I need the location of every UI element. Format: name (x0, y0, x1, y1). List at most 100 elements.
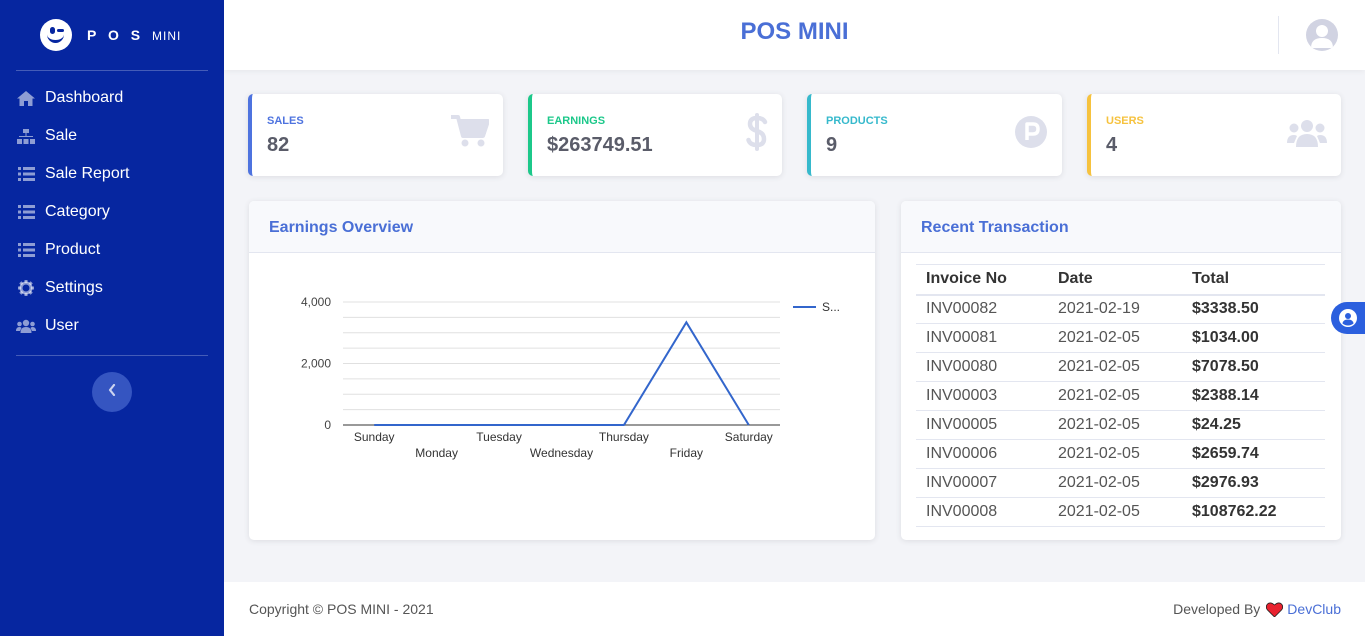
sidebar-item-category[interactable]: Category (0, 193, 224, 231)
sidebar-toggle-wrap (0, 372, 224, 412)
user-circle-icon (1311, 25, 1333, 48)
stat-label: PRODUCTS (826, 115, 888, 127)
developed-by-text: Developed By (1173, 601, 1261, 617)
cell-total: $7078.50 (1182, 352, 1325, 382)
sidebar-item-sale[interactable]: Sale (0, 117, 224, 155)
chevron-left-icon (108, 383, 116, 401)
sidebar-item-label: User (45, 317, 79, 334)
card-title: Earnings Overview (249, 201, 875, 253)
page-title: POS MINI (740, 18, 849, 45)
x-tick-label: Wednesday (530, 446, 593, 460)
sitemap-icon (16, 128, 36, 144)
brand-suffix: MINI (151, 29, 182, 43)
cell-total: $1034.00 (1182, 323, 1325, 353)
sidebar-item-product[interactable]: Product (0, 231, 224, 269)
x-tick-label: Thursday (599, 430, 649, 444)
x-tick-label: Saturday (725, 430, 773, 444)
cell-date: 2021-02-05 (1048, 352, 1182, 382)
cell-invoice: INV00006 (916, 439, 1048, 469)
stat-label: USERS (1106, 115, 1144, 127)
x-tick-label: Friday (670, 446, 703, 460)
stat-card-sales: SALES 82 (248, 94, 503, 176)
home-icon (16, 90, 36, 106)
earnings-overview-card: Earnings Overview 0 2,000 4,000 Sunday Monda… (249, 201, 875, 540)
cell-date: 2021-02-05 (1048, 468, 1182, 498)
users-icon (1287, 119, 1327, 152)
stat-card-earnings: EARNINGS $263749.51 (528, 94, 782, 176)
cell-invoice: INV00003 (916, 381, 1048, 411)
legend-label: S... (822, 300, 840, 314)
table-row: INV00005 2021-02-05 $24.25 (916, 410, 1325, 440)
gear-icon (16, 280, 36, 296)
dollar-icon (746, 112, 768, 157)
cell-date: 2021-02-19 (1048, 294, 1182, 324)
cell-invoice: INV00080 (916, 352, 1048, 382)
cell-date: 2021-02-05 (1048, 323, 1182, 353)
sidebar-divider (16, 70, 208, 71)
sidebar-item-dashboard[interactable]: Dashboard (0, 79, 224, 117)
floating-user-button[interactable] (1331, 302, 1365, 334)
cell-invoice: INV00008 (916, 497, 1048, 527)
sidebar-item-label: Category (45, 203, 110, 220)
sidebar-divider (16, 355, 208, 356)
table-row: INV00082 2021-02-19 $3338.50 (916, 294, 1325, 324)
devclub-link[interactable]: DevClub (1287, 601, 1341, 617)
stat-card-products: PRODUCTS 9 (807, 94, 1062, 176)
cell-date: 2021-02-05 (1048, 381, 1182, 411)
cell-total: $2388.14 (1182, 381, 1325, 411)
sidebar-toggle-button[interactable] (92, 372, 132, 412)
sidebar: P O S MINI Dashboard Sale Sale Report (0, 0, 224, 636)
column-header-total: Total (1182, 264, 1325, 296)
transactions-table: Invoice No Date Total INV00082 2021-02-19… (916, 264, 1325, 527)
sidebar-item-settings[interactable]: Settings (0, 269, 224, 307)
series-line (374, 320, 750, 426)
y-tick-label: 2,000 (301, 357, 331, 371)
stat-value: 4 (1106, 134, 1118, 156)
table-row: INV00003 2021-02-05 $2388.14 (916, 381, 1325, 411)
avatar[interactable] (1306, 19, 1338, 51)
sidebar-item-label: Product (45, 241, 101, 258)
table-row: INV00008 2021-02-05 $108762.22 (916, 497, 1325, 527)
cell-total: $3338.50 (1182, 294, 1325, 324)
cell-invoice: INV00081 (916, 323, 1048, 353)
column-header-date: Date (1048, 264, 1182, 296)
sidebar-item-label: Sale (45, 127, 78, 144)
brand[interactable]: P O S MINI (0, 0, 224, 70)
stat-value: 9 (826, 134, 838, 156)
table-row: INV00081 2021-02-05 $1034.00 (916, 323, 1325, 353)
cell-total: $2659.74 (1182, 439, 1325, 469)
user-circle-icon (1339, 309, 1357, 327)
list-icon (16, 204, 36, 220)
stat-label: SALES (267, 115, 304, 127)
sidebar-item-sale-report[interactable]: Sale Report (0, 155, 224, 193)
cell-date: 2021-02-05 (1048, 497, 1182, 527)
cell-date: 2021-02-05 (1048, 410, 1182, 440)
sidebar-item-user[interactable]: User (0, 307, 224, 345)
y-tick-label: 4,000 (301, 295, 331, 309)
brand-name: P O S MINI (87, 27, 182, 43)
stat-value: $263749.51 (547, 134, 653, 156)
cell-total: $24.25 (1182, 410, 1325, 440)
x-tick-label: Monday (415, 446, 458, 460)
sidebar-nav: Dashboard Sale Sale Report Category Prod… (0, 71, 224, 345)
table-header-row: Invoice No Date Total (916, 264, 1325, 296)
y-tick-label: 0 (324, 418, 331, 432)
users-icon (16, 318, 36, 334)
earnings-chart: 0 2,000 4,000 Sunday Monday Tuesday Wednesday T… (301, 295, 840, 460)
footer: Copyright © POS MINI - 2021 Developed By… (224, 582, 1365, 636)
sidebar-item-label: Settings (45, 279, 103, 296)
table-row: INV00006 2021-02-05 $2659.74 (916, 439, 1325, 469)
x-tick-label: Tuesday (476, 430, 522, 444)
cell-total: $2976.93 (1182, 468, 1325, 498)
recent-transaction-card: Recent Transaction Invoice No Date Total… (901, 201, 1341, 540)
list-icon (16, 166, 36, 182)
topbar: POS MINI (224, 0, 1365, 70)
stat-label: EARNINGS (547, 115, 606, 127)
column-header-invoice: Invoice No (916, 264, 1048, 296)
topbar-divider (1278, 16, 1279, 54)
sidebar-item-label: Sale Report (45, 165, 130, 182)
parking-circle-icon (1015, 116, 1047, 153)
stat-value: 82 (267, 134, 290, 156)
cell-total: $108762.22 (1182, 497, 1325, 527)
wink-logo-icon (40, 19, 72, 51)
